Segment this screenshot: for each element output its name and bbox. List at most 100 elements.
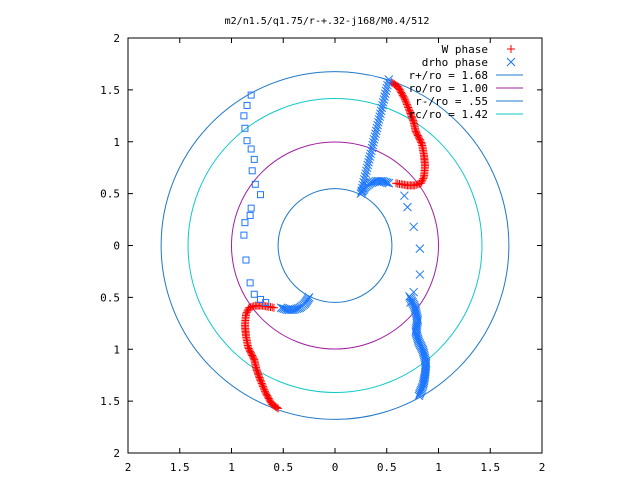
data-point (376, 106, 386, 116)
data-point (279, 304, 289, 314)
data-point (363, 160, 373, 170)
legend-label: rc/ro = 1.42 (409, 108, 488, 121)
data-point (379, 95, 389, 104)
data-point (383, 77, 393, 87)
data-point (372, 123, 382, 133)
data-point (405, 293, 415, 303)
data-point (251, 180, 259, 188)
data-point (416, 385, 426, 395)
y-tick-label: 1 (113, 136, 120, 149)
y-tick-label: 0.5 (100, 291, 120, 304)
data-point (415, 388, 425, 398)
data-point (371, 129, 380, 139)
data-point (380, 89, 390, 99)
data-point (362, 163, 372, 173)
points-layer (240, 75, 431, 413)
data-point (240, 231, 248, 239)
data-point (406, 294, 416, 304)
data-point (247, 204, 255, 212)
data-point (250, 155, 258, 163)
y-tick-label: 1.5 (100, 395, 120, 408)
data-point (414, 391, 424, 401)
data-point (256, 191, 264, 199)
data-point (507, 45, 515, 53)
data-point (241, 219, 249, 227)
data-point (367, 146, 376, 156)
data-point (362, 166, 371, 176)
data-point (370, 132, 380, 141)
legend-label: ro/ro = 1.00 (409, 82, 488, 95)
x-tick-label: 2 (539, 461, 546, 474)
data-point (381, 177, 391, 187)
data-point (405, 291, 414, 301)
data-point (376, 109, 385, 119)
x-tick-label: 0.5 (377, 461, 397, 474)
data-point (278, 303, 288, 313)
data-point (243, 101, 251, 109)
data-point (380, 92, 389, 101)
data-point (415, 270, 425, 279)
data-point (378, 100, 387, 110)
ticks-layer: 2 1.5 1 0.5 0 0.5 1 1.5 221.510.500.511.52 (100, 32, 545, 474)
y-tick-label: 1.5 (100, 84, 120, 97)
data-point (365, 178, 375, 188)
data-point (262, 299, 270, 307)
data-point (276, 303, 286, 313)
y-tick-label: 2 (113, 447, 120, 460)
data-point (241, 124, 249, 132)
data-point (506, 57, 516, 67)
data-point (399, 191, 409, 201)
data-point (369, 135, 379, 144)
data-point (409, 222, 419, 232)
data-point (379, 177, 389, 187)
data-point (416, 387, 425, 396)
data-point (408, 297, 417, 307)
data-point (374, 115, 384, 124)
data-point (240, 112, 248, 120)
data-point (364, 155, 374, 164)
y-tick-label: 2 (113, 32, 120, 45)
data-point (407, 296, 417, 306)
data-point (371, 126, 381, 136)
data-point (246, 279, 254, 287)
data-point (283, 305, 292, 315)
x-tick-label: 2 (125, 461, 132, 474)
data-point (418, 382, 427, 392)
legend-label: r-/ro = .55 (415, 95, 488, 108)
data-point (384, 178, 394, 188)
data-point (378, 176, 387, 186)
x-tick-label: 1 (228, 461, 235, 474)
data-point (418, 381, 428, 390)
data-point (281, 304, 291, 314)
data-point (369, 137, 378, 147)
data-point (375, 112, 385, 121)
data-point (242, 256, 250, 264)
data-point (408, 299, 418, 309)
x-tick-label: 1.5 (480, 461, 500, 474)
x-tick-label: 1.5 (170, 461, 190, 474)
data-point (243, 137, 251, 145)
y-tick-label: 1 (113, 343, 120, 356)
data-point (373, 117, 383, 127)
x-tick-label: 1 (435, 461, 442, 474)
data-point (373, 120, 382, 130)
data-point (383, 80, 392, 90)
data-point (415, 244, 425, 253)
data-point (247, 145, 255, 153)
y-tick-label: 0.5 (100, 188, 120, 201)
data-point (378, 97, 388, 107)
data-point (295, 303, 305, 313)
legend-label: r+/ro = 1.68 (409, 69, 488, 82)
data-point (417, 384, 427, 393)
data-point (414, 336, 423, 345)
data-point (367, 143, 377, 153)
data-point (247, 91, 255, 99)
data-point (415, 390, 424, 399)
data-point (368, 140, 378, 150)
chart-title: m2/n1.5/q1.75/r-+.32-j168/M0.4/512 (225, 16, 430, 27)
reference-circle (277, 188, 393, 303)
y-tick-label: 0 (113, 240, 120, 253)
data-point (248, 167, 256, 175)
data-point (365, 152, 375, 161)
